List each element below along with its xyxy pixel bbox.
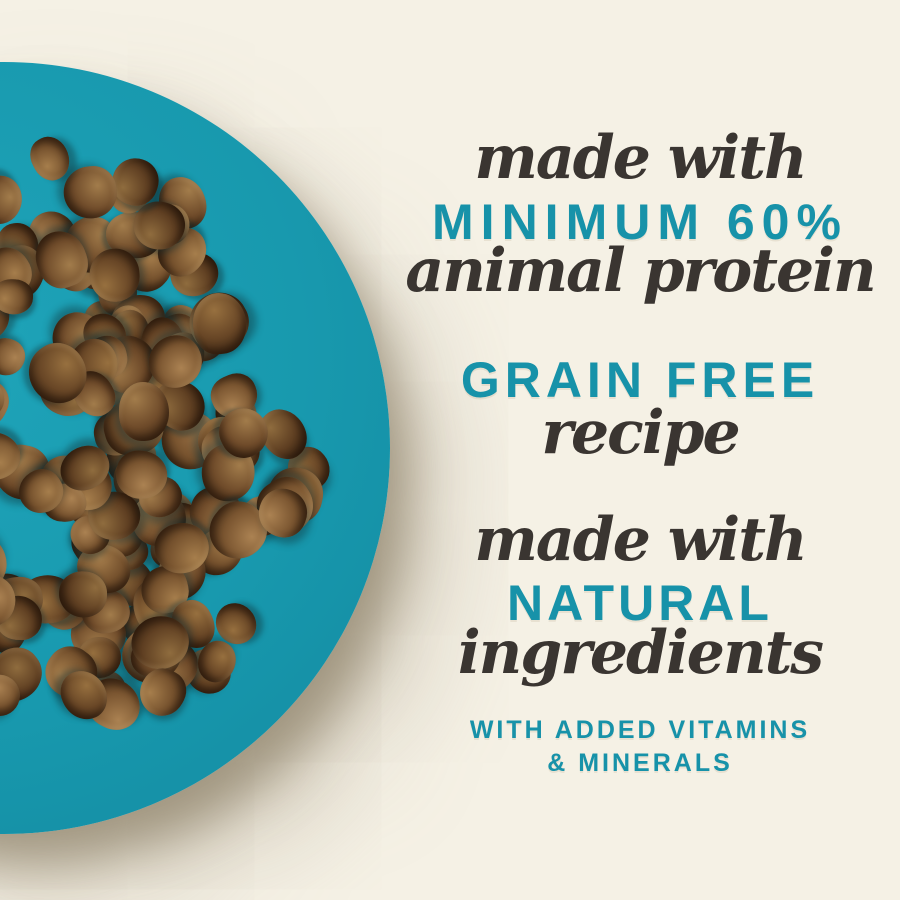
claim-animal-protein: animal protein [405, 236, 876, 306]
kibble-piece [58, 570, 109, 618]
claim-made-with-1: made with [474, 123, 807, 193]
claim-vitamins-line-2: & MINERALS [547, 748, 733, 777]
claim-natural: NATURAL [507, 575, 773, 631]
claim-vitamins-line-1: WITH ADDED VITAMINS [469, 716, 811, 744]
claim-grain-free: GRAIN FREE [460, 352, 820, 408]
claim-made-with-2: made with [474, 505, 807, 575]
kibble-piece [0, 169, 30, 231]
claim-added-vitamins-minerals: WITH ADDED VITAMINS & MINERALS [400, 714, 880, 779]
claim-minimum-60-percent: MINIMUM 60% [432, 194, 848, 250]
kibble-piece [60, 163, 120, 222]
kibble-piece [119, 381, 170, 442]
claim-ingredients: ingredients [457, 618, 824, 688]
claim-recipe: recipe [541, 398, 740, 468]
kibble-piece [0, 332, 31, 383]
